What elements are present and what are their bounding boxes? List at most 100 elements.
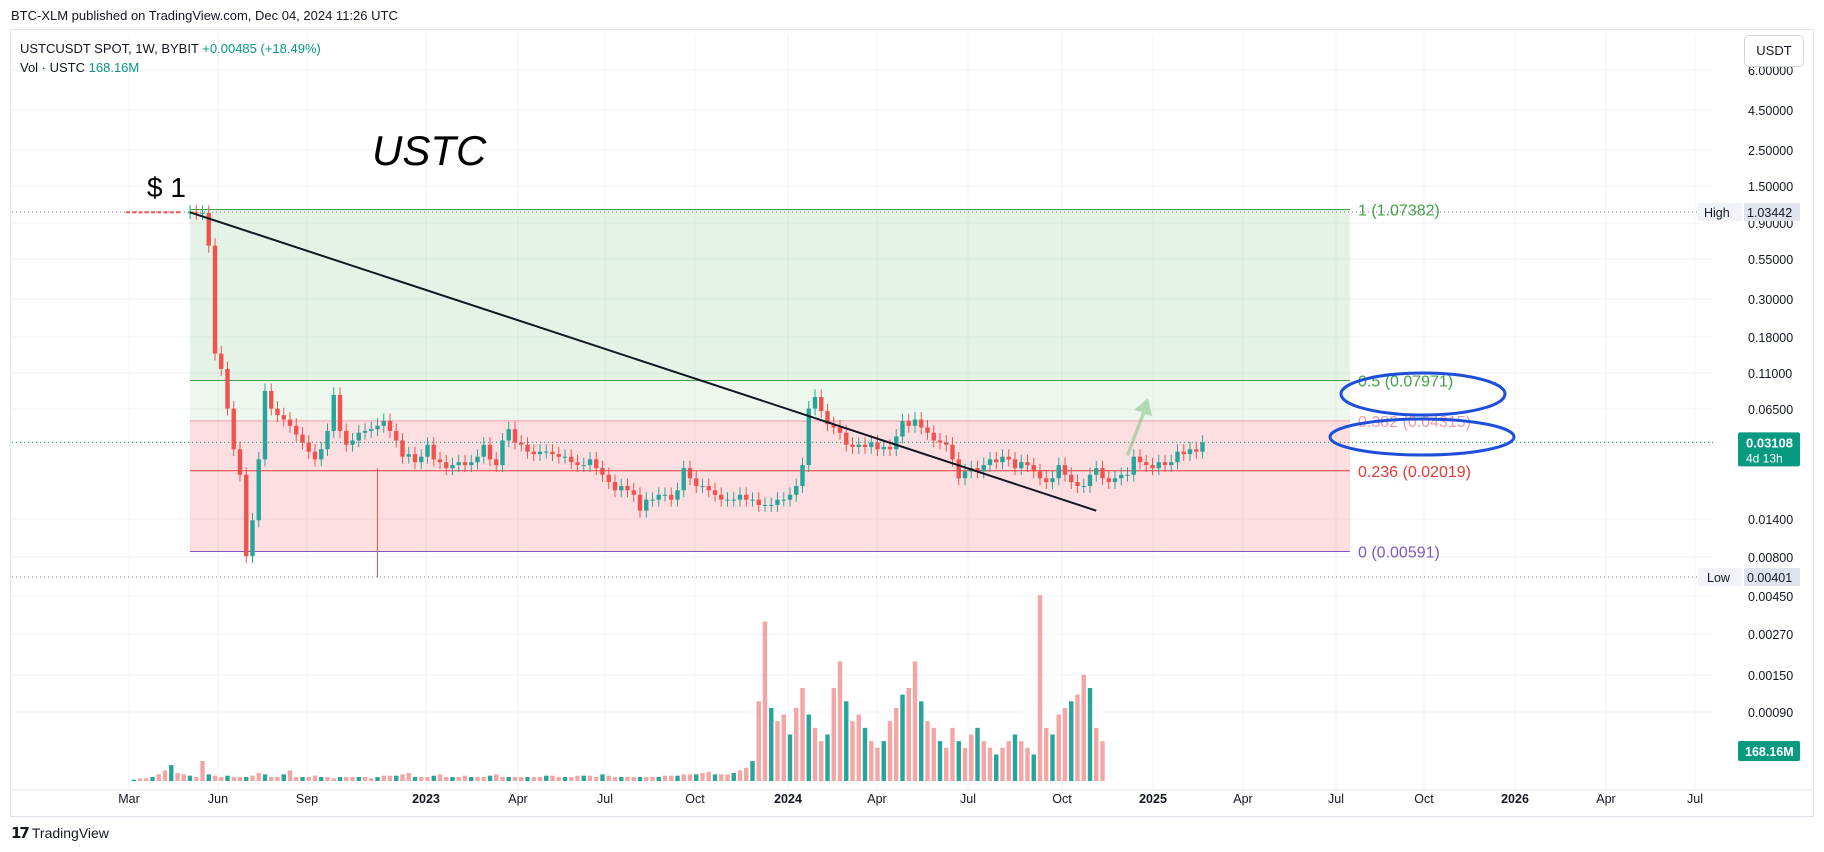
- candle-body: [456, 462, 461, 466]
- candle-body: [956, 459, 961, 479]
- chart-frame: [10, 29, 1814, 817]
- volume-bar: [1069, 701, 1074, 781]
- low-marker-value: 0.00401: [1747, 571, 1792, 585]
- legend-symbol-row[interactable]: USTCUSDT SPOT, 1W, BYBIT +0.00485 (+18.4…: [20, 39, 321, 58]
- candle-body: [431, 444, 436, 460]
- candle-body: [306, 442, 311, 452]
- candle-body: [469, 462, 474, 466]
- legend-volume-row[interactable]: Vol · USTC 168.16M: [20, 58, 321, 77]
- candle-body: [775, 499, 780, 505]
- candle-body: [719, 494, 724, 500]
- last-price-tag[interactable]: [1738, 432, 1800, 467]
- volume-bar: [487, 775, 493, 781]
- candle-body: [300, 434, 305, 443]
- candle-body: [756, 499, 761, 505]
- candle-body: [387, 421, 393, 431]
- volume-bar: [856, 714, 861, 781]
- annotation-circle-05: [1339, 371, 1507, 417]
- candle-body: [994, 459, 999, 463]
- candle-body: [1137, 456, 1143, 463]
- volume-tag[interactable]: [1738, 741, 1800, 761]
- high-marker-value: 1.03442: [1747, 206, 1792, 220]
- candle-body: [206, 212, 211, 246]
- candle-body: [1050, 478, 1055, 483]
- volume-bar: [981, 741, 986, 781]
- time-axis-label: Jun: [208, 792, 228, 806]
- volume-bar: [331, 778, 336, 781]
- volume-bar: [419, 777, 424, 781]
- volume-bar: [937, 741, 943, 781]
- candle-body: [1150, 465, 1155, 469]
- price-axis-label: 0.18000: [1748, 331, 1793, 345]
- time-axis-label: 2025: [1139, 792, 1167, 806]
- candle-body: [744, 494, 749, 500]
- volume-bar: [844, 701, 849, 781]
- volume-bar: [362, 777, 368, 781]
- legend-change: +0.00485 (+18.49%): [202, 41, 321, 56]
- volume-bar: [644, 777, 649, 781]
- legend-symbol: USTCUSDT SPOT, 1W, BYBIT: [20, 41, 199, 56]
- candle-body: [444, 462, 449, 469]
- candle-body: [1094, 468, 1099, 475]
- volume-bar: [319, 777, 324, 781]
- candle-body: [312, 451, 318, 460]
- candle-body: [269, 390, 274, 409]
- fib-label-0.236: 0.236 (0.02019): [1358, 464, 1471, 481]
- candle-body: [894, 436, 899, 450]
- candle-body: [331, 394, 336, 431]
- candle-body: [844, 432, 849, 445]
- volume-bar: [394, 775, 399, 781]
- candle-body: [144, 211, 149, 214]
- candle-body: [138, 211, 143, 214]
- candle-body: [656, 494, 661, 500]
- volume-bar: [181, 774, 186, 781]
- volume-bar: [606, 775, 611, 781]
- candle-body: [625, 486, 630, 491]
- candle-body: [157, 211, 162, 214]
- volume-bar: [612, 777, 618, 781]
- candle-body: [1131, 456, 1136, 475]
- volume-bar: [1019, 741, 1024, 781]
- candle-body: [575, 462, 580, 466]
- volume-bar: [350, 777, 355, 781]
- candle-body: [375, 425, 380, 430]
- candle-body: [212, 245, 218, 354]
- volume-bar: [312, 775, 318, 781]
- tradingview-icon: 17: [11, 824, 30, 842]
- volume-bar: [512, 777, 518, 781]
- currency-button[interactable]: USDT: [1744, 35, 1804, 67]
- volume-bar: [237, 777, 243, 781]
- volume-bar: [269, 777, 274, 781]
- candle-body: [975, 468, 980, 472]
- volume-bar: [969, 734, 974, 781]
- candle-body: [1106, 478, 1111, 483]
- volume-bar: [575, 775, 580, 781]
- volume-bar: [306, 777, 311, 781]
- candle-body: [1125, 474, 1130, 476]
- candle-body: [1187, 449, 1193, 455]
- candle-body: [1169, 462, 1174, 466]
- volume-bar: [700, 773, 705, 781]
- volume-bar: [531, 777, 536, 781]
- volume-bar: [725, 774, 730, 781]
- volume-bar: [469, 777, 474, 781]
- low-marker-bg: [1698, 568, 1742, 586]
- volume-bar: [137, 778, 143, 781]
- candle-body: [544, 451, 549, 453]
- price-axis-label: 0.55000: [1748, 253, 1793, 267]
- tradingview-logo[interactable]: 17 TradingView: [11, 824, 109, 842]
- volume-bar: [1044, 727, 1049, 781]
- price-axis-label: 2.50000: [1748, 144, 1793, 158]
- candle-body: [862, 444, 868, 447]
- volume-bar: [912, 661, 918, 781]
- volume-bar: [300, 777, 305, 781]
- candle-body: [562, 456, 568, 458]
- volume-bar: [1100, 741, 1105, 781]
- trendline[interactable]: [189, 211, 1097, 512]
- candle-body: [819, 397, 824, 412]
- candle-body: [1019, 462, 1024, 469]
- volume-bar: [500, 777, 505, 781]
- candle-body: [126, 211, 130, 214]
- volume-bar: [581, 775, 586, 781]
